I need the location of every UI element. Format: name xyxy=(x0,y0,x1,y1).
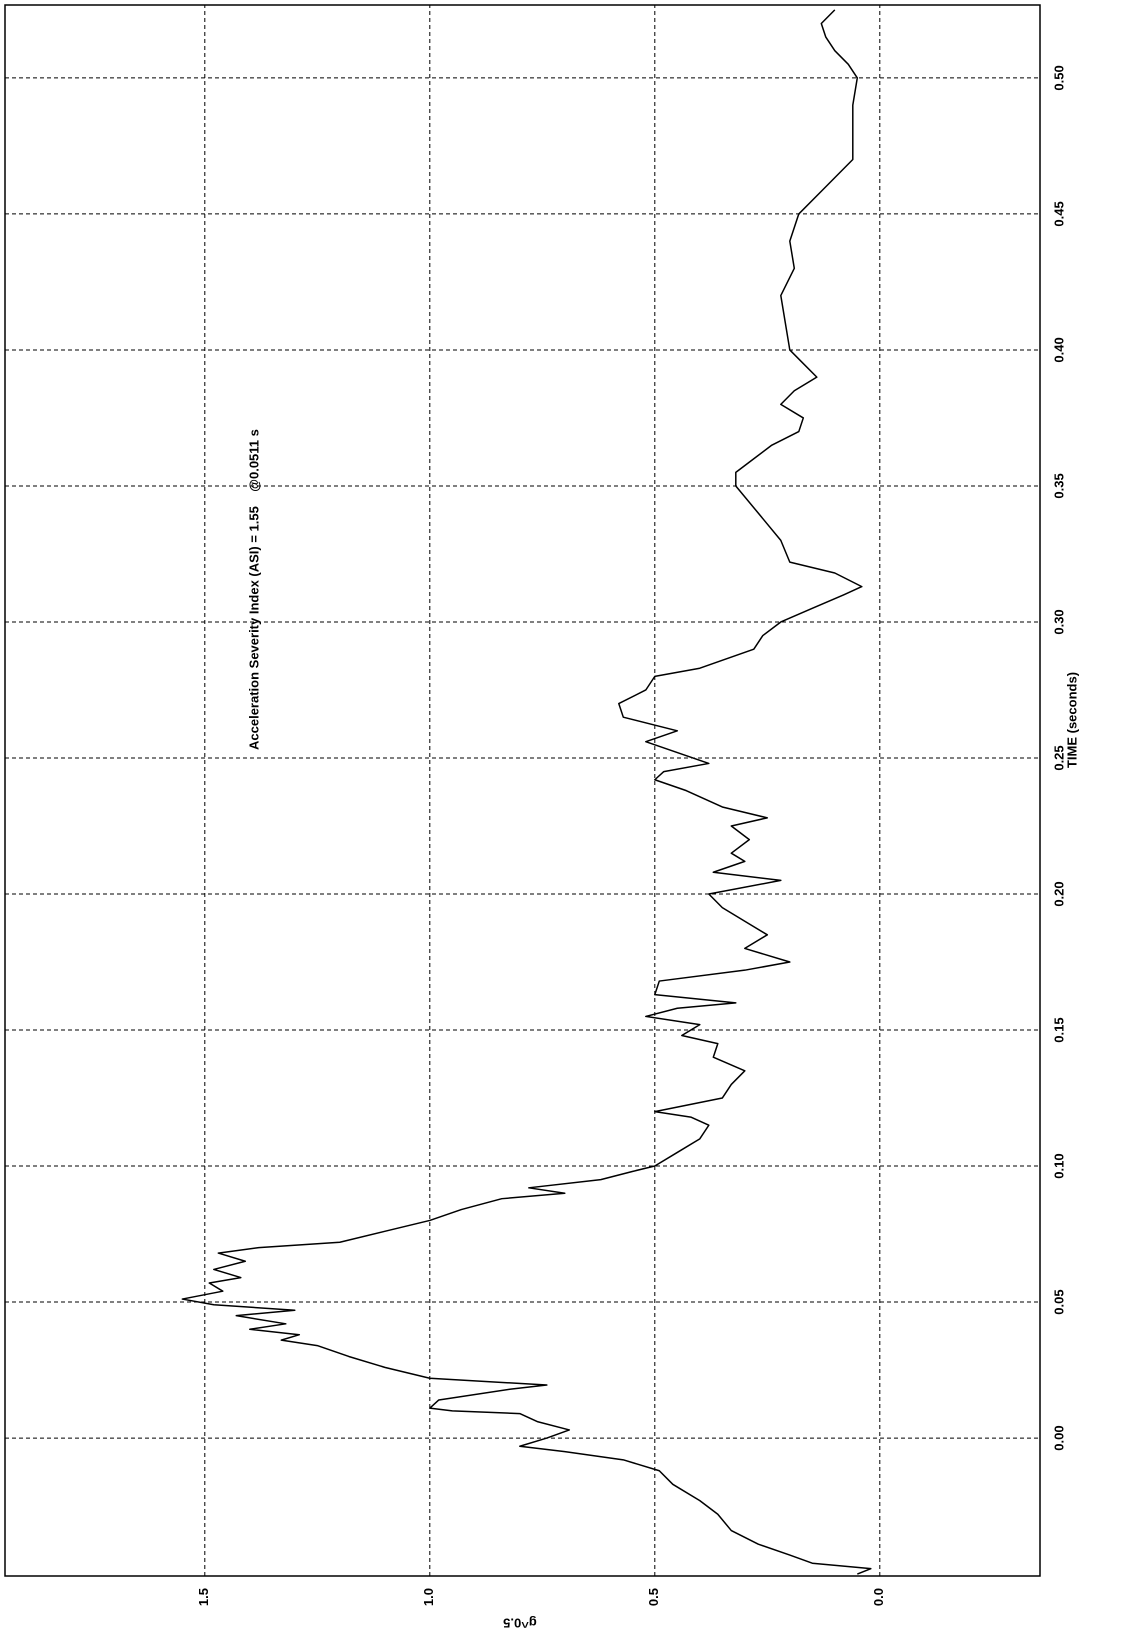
x-tick-label: 0.30 xyxy=(1051,609,1066,634)
x-tick-label: 0.50 xyxy=(1051,65,1066,90)
y-axis-label: g^0.5 xyxy=(503,1616,537,1631)
plot-frame xyxy=(4,4,1041,1577)
x-tick-label: 0.10 xyxy=(1051,1153,1066,1178)
x-tick-label: 0.40 xyxy=(1051,337,1066,362)
x-tick-label: 0.35 xyxy=(1051,473,1066,498)
y-tick-label: 1.5 xyxy=(196,1588,211,1606)
x-tick-label: 0.15 xyxy=(1051,1017,1066,1042)
x-tick-label: 0.25 xyxy=(1051,745,1066,770)
y-tick-label: 0.5 xyxy=(646,1588,661,1606)
x-tick-label: 0.45 xyxy=(1051,201,1066,226)
plot-area: Acceleration Severity Index (ASI) = 1.55… xyxy=(4,4,1079,1631)
y-tick-label: 1.0 xyxy=(421,1588,436,1606)
annotation: Acceleration Severity Index (ASI) = 1.55… xyxy=(246,429,261,750)
x-tick-label: 0.05 xyxy=(1051,1289,1066,1314)
data-line xyxy=(181,9,872,1575)
x-tick-label: 0.20 xyxy=(1051,881,1066,906)
x-axis-label: TIME (seconds) xyxy=(1064,672,1079,768)
y-tick-label: 0.0 xyxy=(871,1588,886,1606)
x-tick-label: 0.00 xyxy=(1051,1425,1066,1450)
